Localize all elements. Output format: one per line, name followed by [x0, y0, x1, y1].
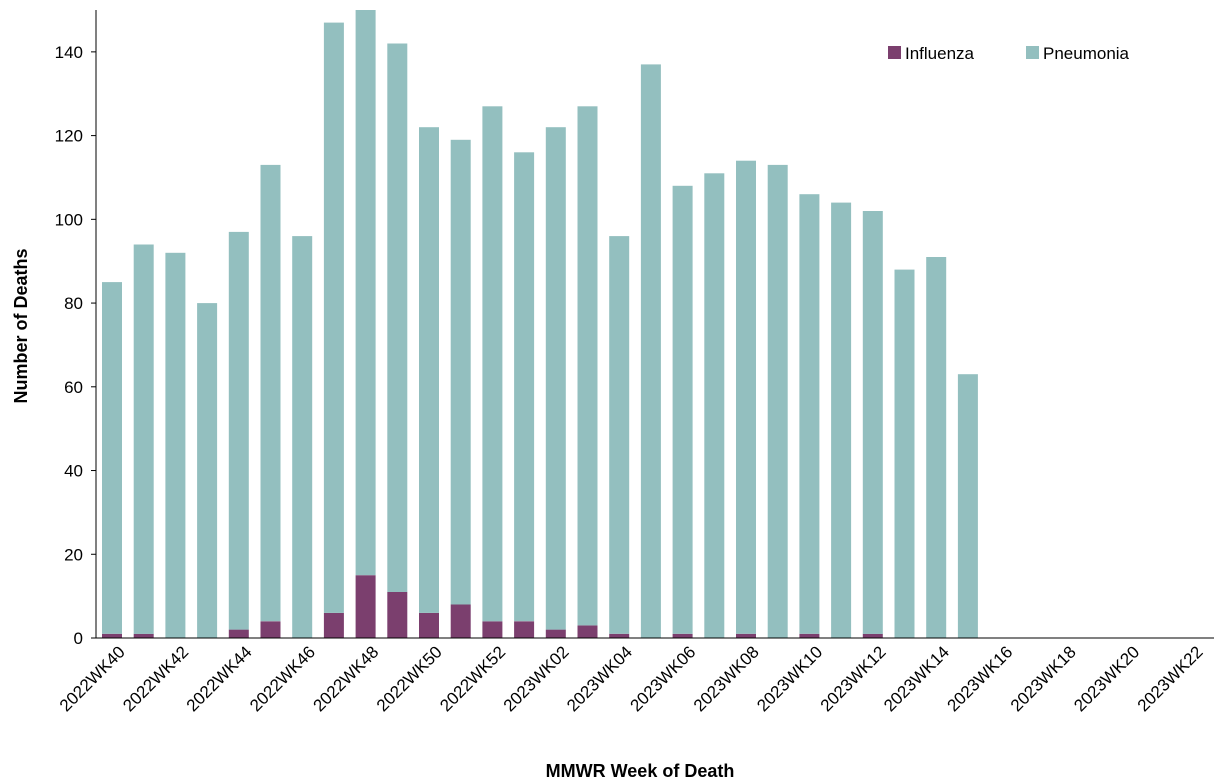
bars-group — [102, 10, 978, 639]
bar-influenza-2023WK12 — [862, 633, 883, 638]
legend-swatch-influenza — [888, 46, 901, 59]
y-tick-label: 120 — [55, 127, 83, 146]
bar-pneumonia-2022WK44 — [228, 231, 249, 630]
x-tick-label: 2022WK44 — [183, 642, 256, 715]
bar-influenza-2022WK47 — [323, 612, 344, 638]
bar-pneumonia-2023WK01 — [514, 152, 535, 622]
bar-pneumonia-2022WK49 — [387, 43, 408, 592]
bar-pneumonia-2023WK04 — [609, 236, 630, 634]
y-axis-title: Number of Deaths — [11, 248, 31, 403]
bar-pneumonia-2022WK40 — [102, 282, 122, 634]
y-tick-label: 80 — [64, 294, 83, 313]
y-axis: 0 20 40 60 80 100 120 140 — [55, 10, 97, 648]
bar-influenza-2022WK49 — [387, 591, 408, 638]
bar-pneumonia-2022WK46 — [292, 236, 313, 638]
y-tick-label: 20 — [64, 545, 83, 564]
bar-influenza-2023WK10 — [799, 633, 820, 638]
bar-influenza-2022WK44 — [228, 629, 249, 638]
bar-pneumonia-2023WK10 — [799, 194, 820, 634]
x-tick-label: 2023WK10 — [753, 642, 826, 715]
bar-influenza-2022WK51 — [450, 604, 471, 638]
legend-label-pneumonia: Pneumonia — [1043, 44, 1130, 63]
bar-influenza-2023WK03 — [577, 625, 598, 638]
x-tick-label: 2022WK52 — [436, 642, 509, 715]
legend: Influenza Pneumonia — [888, 44, 1130, 63]
bar-influenza-2022WK40 — [102, 633, 122, 638]
y-tick-label: 60 — [64, 378, 83, 397]
y-tick-label: 100 — [55, 210, 83, 229]
y-tick-label: 140 — [55, 43, 83, 62]
bar-pneumonia-2022WK42 — [165, 252, 186, 639]
bar-pneumonia-2023WK03 — [577, 106, 598, 626]
x-tick-label: 2022WK50 — [373, 642, 446, 715]
bar-pneumonia-2022WK43 — [197, 303, 218, 638]
legend-swatch-pneumonia — [1026, 46, 1039, 59]
bar-pneumonia-2023WK02 — [545, 127, 566, 630]
bar-pneumonia-2023WK13 — [894, 269, 915, 638]
x-tick-label: 2023WK16 — [944, 642, 1017, 715]
bar-influenza-2022WK52 — [482, 621, 503, 638]
x-tick-label: 2023WK06 — [627, 642, 700, 715]
y-tick-label: 40 — [64, 462, 83, 481]
bar-influenza-2022WK50 — [419, 612, 439, 638]
x-tick-label: 2023WK20 — [1070, 642, 1143, 715]
bar-pneumonia-2022WK51 — [450, 139, 471, 605]
bar-pneumonia-2023WK11 — [831, 202, 852, 638]
bar-pneumonia-2023WK07 — [704, 173, 725, 639]
bar-influenza-2023WK08 — [736, 633, 756, 638]
bar-pneumonia-2023WK14 — [926, 257, 947, 638]
bar-pneumonia-2023WK05 — [640, 64, 661, 638]
bar-influenza-2023WK01 — [514, 621, 535, 638]
bar-influenza-2023WK04 — [609, 633, 630, 638]
x-tick-label: 2023WK08 — [690, 642, 763, 715]
bar-pneumonia-2023WK15 — [957, 374, 978, 638]
x-tick-label: 2023WK02 — [500, 642, 573, 715]
x-tick-label: 2023WK14 — [880, 642, 953, 715]
x-axis: 2022WK402022WK422022WK442022WK462022WK48… — [56, 637, 1214, 715]
x-tick-label: 2022WK40 — [56, 642, 129, 715]
bar-influenza-2023WK06 — [672, 633, 693, 638]
x-tick-label: 2023WK04 — [563, 642, 636, 715]
bar-influenza-2023WK02 — [545, 629, 566, 638]
bar-influenza-2022WK41 — [133, 633, 154, 638]
x-tick-label: 2023WK18 — [1007, 642, 1080, 715]
x-tick-label: 2022WK46 — [246, 642, 319, 715]
x-axis-title: MMWR Week of Death — [546, 761, 735, 781]
bar-pneumonia-2022WK50 — [419, 127, 439, 613]
bar-pneumonia-2022WK47 — [323, 22, 344, 613]
legend-label-influenza: Influenza — [905, 44, 975, 63]
bar-influenza-2022WK45 — [260, 621, 281, 638]
y-tick-label: 0 — [74, 629, 83, 648]
bar-pneumonia-2022WK45 — [260, 164, 281, 622]
bar-influenza-2022WK48 — [355, 575, 376, 638]
bar-pneumonia-2022WK41 — [133, 244, 154, 634]
x-tick-label: 2022WK48 — [310, 642, 383, 715]
bar-pneumonia-2023WK12 — [862, 211, 883, 634]
bar-pneumonia-2022WK48 — [355, 10, 376, 576]
bar-pneumonia-2023WK08 — [736, 160, 756, 634]
x-tick-label: 2023WK12 — [817, 642, 890, 715]
bar-pneumonia-2023WK06 — [672, 185, 693, 634]
bar-pneumonia-2022WK52 — [482, 106, 503, 622]
x-tick-label: 2023WK22 — [1134, 642, 1207, 715]
bar-pneumonia-2023WK09 — [767, 164, 788, 638]
x-tick-label: 2022WK42 — [119, 642, 192, 715]
